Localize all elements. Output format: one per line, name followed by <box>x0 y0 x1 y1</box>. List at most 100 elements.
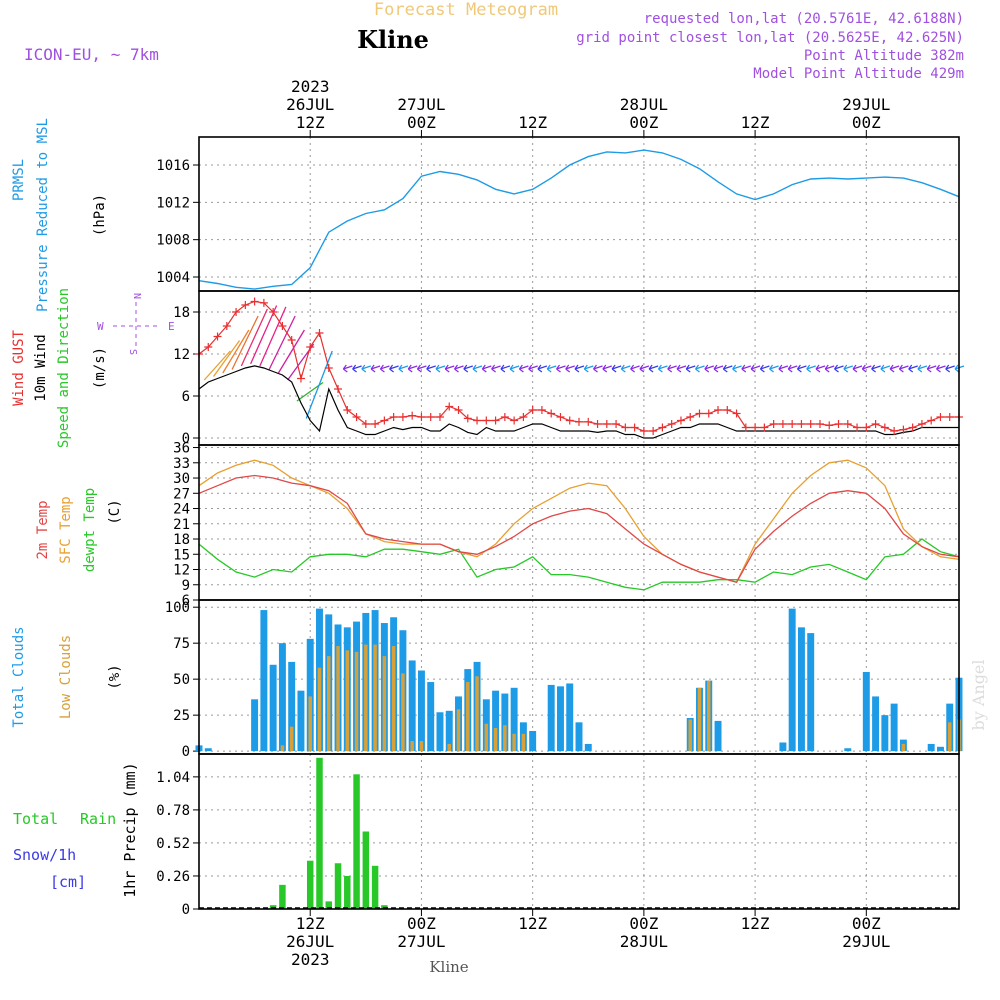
gust-point <box>556 413 565 421</box>
wind-direction-arrow <box>500 364 511 373</box>
rain-bar <box>306 860 314 909</box>
gust-point <box>667 420 676 428</box>
total-cloud-bar <box>288 661 296 752</box>
gust-point <box>825 421 834 430</box>
wind-direction-arrow <box>574 364 585 373</box>
gust-point <box>612 420 621 428</box>
low-cloud-bar <box>484 723 489 752</box>
compass-w: W <box>97 320 104 333</box>
wind-direction-arrow <box>704 364 714 373</box>
wind-direction-arrow <box>565 364 575 373</box>
wind-direction-arrow <box>407 364 418 373</box>
gust-point <box>769 420 778 428</box>
low-cloud-bar <box>382 656 387 752</box>
top-time-label: 12Z <box>518 113 547 132</box>
total-cloud-bar <box>436 712 444 752</box>
gust-point <box>732 409 741 418</box>
total-cloud-bar <box>797 627 805 752</box>
wind-ytick-label: 18 <box>173 305 190 321</box>
wind-direction-arrow <box>695 364 705 373</box>
low-cloud-bar <box>512 733 516 752</box>
total-cloud-bar <box>269 664 277 752</box>
wind-direction-arrow <box>481 364 492 373</box>
watermark: by Angel <box>969 659 988 730</box>
wind-direction-arrow <box>342 364 353 373</box>
dewpt-line <box>198 538 960 591</box>
wind-direction-arrow <box>834 364 844 373</box>
total-cloud-bar <box>260 610 268 752</box>
wind-direction-arrow <box>379 364 390 373</box>
bottom-time-label: 00Z <box>407 914 436 933</box>
gust-point <box>306 343 315 351</box>
precip-ytick-label: 0.78 <box>156 803 190 819</box>
wind-direction-arrow <box>472 364 483 373</box>
top-time-label: 00Z <box>407 113 436 132</box>
wind-direction-arrow <box>676 364 687 373</box>
total-cloud-bar <box>881 715 889 752</box>
panel-side-labels: PRMSL Pressure Reduced to MSL (hPa) Wind… <box>11 118 175 898</box>
low-cloud-bar <box>901 743 906 752</box>
low-cloud-bar <box>391 646 396 752</box>
low-cloud-bar <box>456 709 461 752</box>
gust-point <box>482 416 491 425</box>
wind-direction-arrow <box>611 364 622 373</box>
gust-point <box>380 416 389 425</box>
total-cloud-bar <box>844 748 852 752</box>
wind-direction-arrow <box>398 364 409 373</box>
t2m-label: 2m Temp <box>35 500 51 559</box>
gust-point <box>751 423 760 432</box>
panel-frame <box>198 444 960 601</box>
bottom-time-label: 00Z <box>629 914 658 933</box>
low-cloud-bar <box>475 676 479 752</box>
rain-bar <box>325 901 332 909</box>
total-cloud-bar <box>807 633 815 752</box>
dewpt-label: dewpt Temp <box>82 488 98 572</box>
low-cloud-bar <box>317 667 322 752</box>
wind-direction-arrow <box>815 364 826 373</box>
wind-panel: 0 6 12 18 <box>173 291 965 447</box>
wind-direction-arrow <box>620 364 631 373</box>
wind-direction-arrow <box>880 364 891 373</box>
requested-coords: requested lon,lat (20.5761E, 42.6188N) <box>644 11 964 27</box>
gust-point <box>510 416 519 425</box>
bottom-time-label: 26JUL <box>286 932 334 951</box>
wind-direction-arrow <box>787 364 798 373</box>
total-cloud-bar <box>936 746 944 752</box>
temperature-ytick-label: 18 <box>173 532 190 548</box>
rain-bar <box>371 865 379 909</box>
gust-point <box>389 413 398 421</box>
wind-direction-arrow <box>926 364 937 373</box>
bottom-time-label: 29JUL <box>842 932 890 951</box>
wind-direction-arrow <box>778 364 789 373</box>
clouds-panel: 0 25 50 75 100 <box>165 600 963 760</box>
wind-ytick-label: 0 <box>182 431 190 447</box>
gust-point <box>927 416 936 425</box>
snow-cm-label: [cm] <box>50 873 86 891</box>
gust-point <box>741 423 750 432</box>
wind-direction-arrow <box>936 364 946 373</box>
wind-direction-arrow <box>769 364 779 373</box>
gust-point <box>686 413 695 421</box>
gust-point <box>630 423 639 432</box>
precip-panel: 0 0.26 0.52 0.78 1.04 <box>156 754 959 918</box>
wind-direction-arrow <box>528 364 538 373</box>
rain-bar <box>279 884 286 909</box>
rain-bar <box>334 863 342 909</box>
gust-point <box>945 413 954 421</box>
gust-point <box>537 406 546 414</box>
rain-bar <box>269 905 277 909</box>
precip-ytick-label: 0.26 <box>156 869 190 885</box>
total-cloud-bar <box>278 643 286 752</box>
gust-point <box>593 420 602 428</box>
gust-point <box>269 308 278 316</box>
temperature-ytick-label: 33 <box>173 456 190 472</box>
top-time-label: 00Z <box>852 113 881 132</box>
wind-barb-arrow <box>222 329 250 374</box>
gust-point <box>602 420 611 428</box>
wind-barb-arrow <box>213 340 241 377</box>
wind10-line <box>198 365 959 439</box>
bottom-time-label: 12Z <box>296 914 325 933</box>
low-cloud-bar <box>521 733 526 752</box>
temperature-ytick-label: 9 <box>182 578 190 594</box>
gust-point <box>936 413 945 421</box>
